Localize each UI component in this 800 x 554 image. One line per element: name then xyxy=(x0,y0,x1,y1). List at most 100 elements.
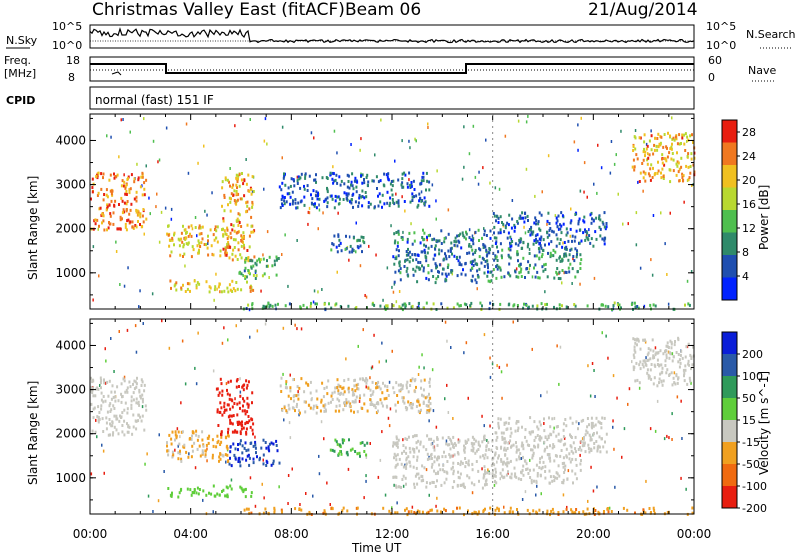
echo-cell xyxy=(292,378,295,382)
echo-cell xyxy=(517,243,520,247)
echo-cell xyxy=(262,511,265,515)
colorbar-tick-label: -200 xyxy=(742,502,767,515)
noise-cell xyxy=(520,457,523,460)
echo-cell xyxy=(247,415,250,418)
echo-cell xyxy=(190,493,193,497)
echo-cell xyxy=(622,506,625,510)
echo-cell xyxy=(546,275,549,279)
echo-cell xyxy=(123,180,126,184)
echo-cell xyxy=(259,260,261,264)
echo-cell xyxy=(419,267,422,271)
echo-cell xyxy=(185,236,188,240)
noise-cell xyxy=(365,295,368,299)
echo-cell xyxy=(532,468,535,472)
echo-cell xyxy=(240,272,243,276)
echo-cell xyxy=(223,405,226,409)
echo-cell xyxy=(559,238,562,242)
echo-cell xyxy=(246,223,249,227)
echo-cell xyxy=(472,237,475,241)
echo-cell xyxy=(486,274,489,278)
echo-cell xyxy=(138,403,141,407)
echo-cell xyxy=(327,401,330,405)
echo-cell xyxy=(197,434,200,438)
echo-cell xyxy=(525,468,528,471)
echo-cell xyxy=(634,350,637,354)
noise-cell xyxy=(152,510,154,513)
echo-cell xyxy=(429,407,432,411)
echo-cell xyxy=(425,411,428,414)
echo-cell xyxy=(657,169,660,173)
echo-cell xyxy=(178,244,181,248)
echo-cell xyxy=(493,214,496,218)
echo-cell xyxy=(441,436,444,440)
echo-cell xyxy=(201,438,204,442)
echo-cell xyxy=(506,221,509,225)
echo-cell xyxy=(689,353,692,357)
echo-cell xyxy=(503,511,506,515)
echo-cell xyxy=(435,266,438,270)
echo-cell xyxy=(102,430,105,433)
echo-cell xyxy=(506,457,509,461)
echo-cell xyxy=(582,231,585,235)
echo-cell xyxy=(665,159,668,163)
echo-cell xyxy=(507,421,510,425)
echo-cell xyxy=(296,206,299,210)
echo-cell xyxy=(539,457,542,461)
echo-cell xyxy=(251,401,253,405)
echo-cell xyxy=(237,241,240,245)
echo-cell xyxy=(534,445,537,449)
echo-cell xyxy=(589,241,592,245)
echo-cell xyxy=(689,379,692,383)
echo-cell xyxy=(497,421,500,425)
echo-cell xyxy=(470,448,473,452)
echo-cell xyxy=(328,302,330,306)
echo-cell xyxy=(371,179,374,183)
echo-cell xyxy=(110,192,113,196)
echo-cell xyxy=(236,430,239,434)
echo-cell xyxy=(491,457,494,461)
echo-cell xyxy=(465,232,468,236)
echo-cell xyxy=(224,251,227,255)
echo-cell xyxy=(207,239,209,243)
echo-cell xyxy=(415,446,418,450)
echo-cell xyxy=(107,433,110,437)
echo-cell xyxy=(213,238,216,242)
echo-cell xyxy=(234,289,237,293)
echo-cell xyxy=(666,345,669,349)
echo-cell xyxy=(421,175,424,179)
echo-cell xyxy=(420,386,422,390)
echo-cell xyxy=(220,440,223,444)
echo-cell xyxy=(556,267,559,270)
echo-cell xyxy=(574,275,577,279)
echo-cell xyxy=(632,145,635,148)
echo-cell xyxy=(352,390,355,394)
echo-cell xyxy=(361,189,364,193)
echo-cell xyxy=(366,183,369,187)
echo-cell xyxy=(517,448,520,452)
echo-cell xyxy=(229,209,232,213)
noise-cell xyxy=(395,300,398,304)
echo-cell xyxy=(263,272,266,276)
echo-cell xyxy=(592,424,595,428)
echo-cell xyxy=(406,438,409,441)
echo-cell xyxy=(179,253,182,257)
echo-cell xyxy=(506,464,509,468)
echo-cell xyxy=(636,378,639,382)
echo-cell xyxy=(446,306,449,310)
echo-cell xyxy=(94,222,97,226)
colorbar-tick-label: 15 xyxy=(742,414,756,427)
noise-cell xyxy=(359,148,361,152)
echo-cell xyxy=(582,441,585,445)
echo-cell xyxy=(555,233,558,237)
colorbar-swatch xyxy=(722,277,737,300)
noise-cell xyxy=(380,118,382,122)
echo-cell xyxy=(482,257,485,261)
echo-cell xyxy=(571,239,573,243)
echo-cell xyxy=(182,445,185,449)
echo-cell xyxy=(682,178,685,182)
noise-cell xyxy=(667,350,670,354)
echo-cell xyxy=(191,245,194,249)
echo-cell xyxy=(358,396,361,400)
echo-cell xyxy=(544,268,547,271)
echo-cell xyxy=(540,213,543,217)
